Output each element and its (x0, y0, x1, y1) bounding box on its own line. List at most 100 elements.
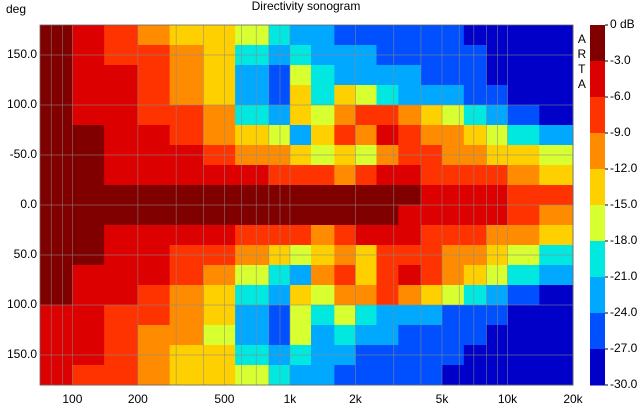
heatmap-cell (507, 205, 540, 226)
heatmap-cell (72, 365, 105, 386)
heatmap-cell (355, 285, 378, 306)
heatmap-cell (463, 65, 487, 86)
heatmap-cell (355, 105, 378, 126)
heatmap-cell (376, 125, 399, 146)
colorbar-label: 0 dB (610, 17, 635, 31)
x-tick-label: 2k (349, 392, 363, 406)
colorbar-label: -15.0 (610, 197, 638, 211)
watermark: ARTA (575, 32, 589, 92)
heatmap-cell (463, 225, 487, 246)
heatmap-cell (420, 285, 443, 306)
heatmap-cell (40, 105, 73, 126)
heatmap-cell (289, 105, 312, 126)
heatmap-cell (539, 225, 574, 246)
heatmap-cell (539, 265, 574, 286)
heatmap-cell (40, 325, 73, 346)
y-tick-label: 0.0 (20, 197, 37, 211)
heatmap-cell (40, 225, 73, 246)
heatmap-cell (72, 25, 105, 46)
heatmap-cell (169, 205, 204, 226)
heatmap-cell (463, 285, 487, 306)
heatmap-cell (539, 325, 574, 346)
heatmap-cell (355, 265, 378, 286)
x-tick-label: 20k (563, 392, 583, 406)
heatmap-cell (289, 85, 312, 106)
heatmap-cell (334, 185, 356, 206)
heatmap-cell (376, 165, 399, 186)
heatmap-cell (311, 365, 335, 386)
heatmap-cell (40, 365, 73, 386)
y-axis-label: deg (6, 2, 26, 16)
heatmap-cell (40, 25, 73, 46)
heatmap-cell (507, 265, 540, 286)
heatmap-cell (442, 325, 465, 346)
heatmap-cell (289, 365, 312, 386)
heatmap-cell (72, 85, 105, 106)
heatmap-cell (355, 125, 378, 146)
y-tick-label: 50.0 (14, 247, 38, 261)
colorbar-label: -21.0 (610, 269, 638, 283)
heatmap-cell (137, 205, 171, 226)
heatmap-cell (539, 65, 574, 86)
heatmap-cell (311, 265, 335, 286)
heatmap-cell (420, 325, 443, 346)
heatmap-cell (539, 125, 574, 146)
heatmap-cell (442, 105, 465, 126)
overlay: 100 200 500 1k 2k 5k 10k 20k 150.0 100.0 -50.0 0.0 5… (7, 17, 638, 406)
heatmap-cell (507, 105, 540, 126)
heatmap-cell (507, 65, 540, 86)
heatmap-cell (311, 285, 335, 306)
heatmap-cell (235, 65, 270, 86)
heatmap-cell (355, 205, 378, 226)
heatmap-cell (289, 25, 312, 46)
heatmap-cell (137, 225, 171, 246)
heatmap-cell (507, 165, 540, 186)
colorbar-swatch (590, 313, 605, 350)
heatmap-cell (334, 125, 356, 146)
heatmap-cell (420, 125, 443, 146)
heatmap-cell (442, 205, 465, 226)
heatmap-cell (376, 265, 399, 286)
heatmap-cell (420, 65, 443, 86)
colorbar-label: -30.0 (610, 377, 638, 391)
heatmap-cell (137, 265, 171, 286)
heatmap-cell (334, 105, 356, 126)
heatmap-cell (40, 65, 73, 86)
heatmap-cell (463, 325, 487, 346)
heatmap-cell (235, 265, 270, 286)
heatmap-cell (104, 285, 139, 306)
y-tick-label: 150.0 (7, 47, 37, 61)
x-tick-label: 1k (284, 392, 298, 406)
heatmap-cell (137, 85, 171, 106)
heatmap-cell (539, 165, 574, 186)
heatmap-cell (507, 325, 540, 346)
heatmap-cell (334, 85, 356, 106)
heatmap-cell (442, 85, 465, 106)
heatmap-cell (442, 185, 465, 206)
heatmap-cell (104, 185, 139, 206)
heatmap-cell (463, 165, 487, 186)
heatmap-cell (398, 325, 422, 346)
x-tick-label: 10k (498, 392, 518, 406)
heatmap-cell (289, 225, 312, 246)
heatmap-cell (169, 25, 204, 46)
heatmap-cell (289, 185, 312, 206)
heatmap-cell (507, 85, 540, 106)
colorbar-label: -6.0 (610, 89, 631, 103)
colorbar-swatch (590, 349, 605, 386)
heatmap-cell (289, 325, 312, 346)
plot-frame (39, 24, 574, 386)
heatmap-cell (137, 365, 171, 386)
heatmap-cell (334, 325, 356, 346)
heatmap-cell (463, 105, 487, 126)
heatmap-cell (40, 285, 73, 306)
heatmap-cell (334, 65, 356, 86)
heatmap-cell (289, 65, 312, 86)
heatmap-cell (169, 125, 204, 146)
heatmap-cell (420, 165, 443, 186)
colorbar-label: -24.0 (610, 305, 638, 319)
colorbar-swatch (590, 61, 605, 98)
heatmap-cell (334, 165, 356, 186)
heatmap-cell (398, 285, 422, 306)
